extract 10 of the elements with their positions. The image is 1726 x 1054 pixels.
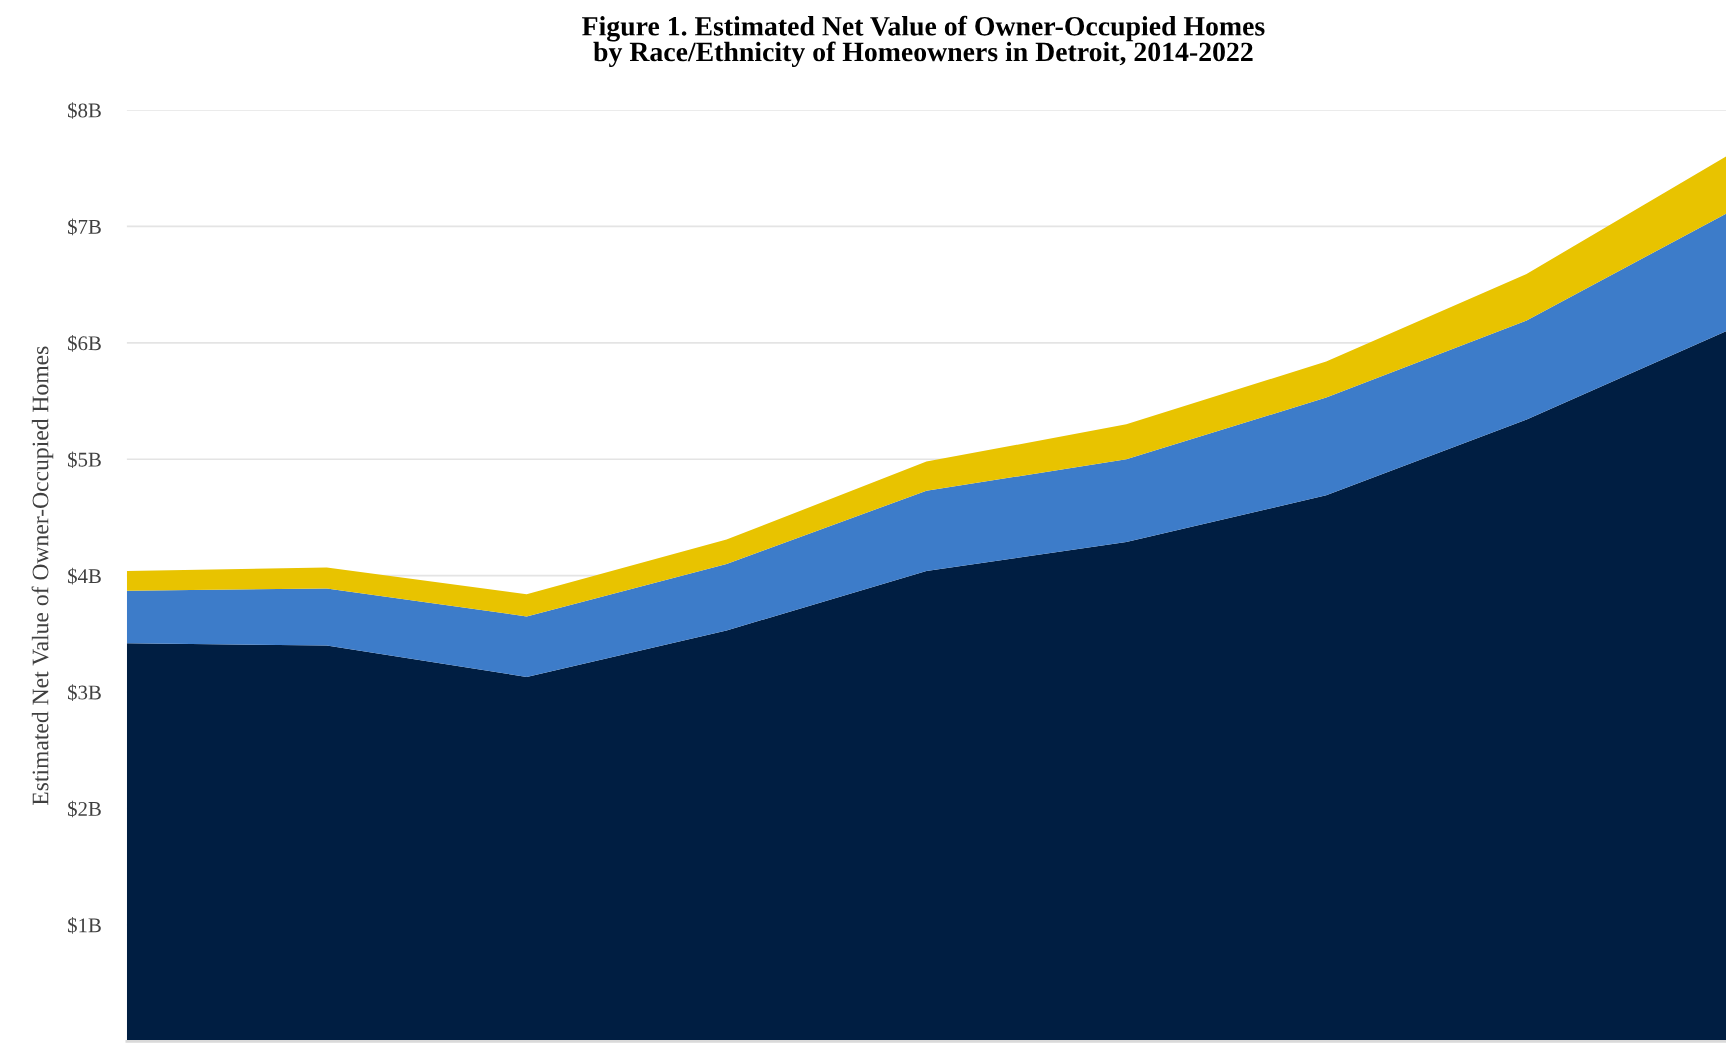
y-tick-label: $4B	[68, 567, 101, 585]
y-tick-label: $7B	[68, 218, 101, 236]
chart-title: Figure 1. Estimated Net Value of Owner-Occupied Homes by Race/Ethnicity of Homeowners in Detroit, 2014-2022	[582, 15, 1265, 68]
y-tick-label: $8B	[68, 102, 101, 119]
y-axis-title: Estimated Net Value of Owner-Occupied Homes	[31, 346, 54, 806]
y-tick-label: $6B	[68, 335, 101, 352]
y-tick-label: $5B	[68, 451, 101, 469]
y-tick-label: $1B	[68, 917, 101, 934]
y-tick-label: $2B	[68, 800, 101, 818]
y-tick-label: $3B	[68, 684, 101, 701]
